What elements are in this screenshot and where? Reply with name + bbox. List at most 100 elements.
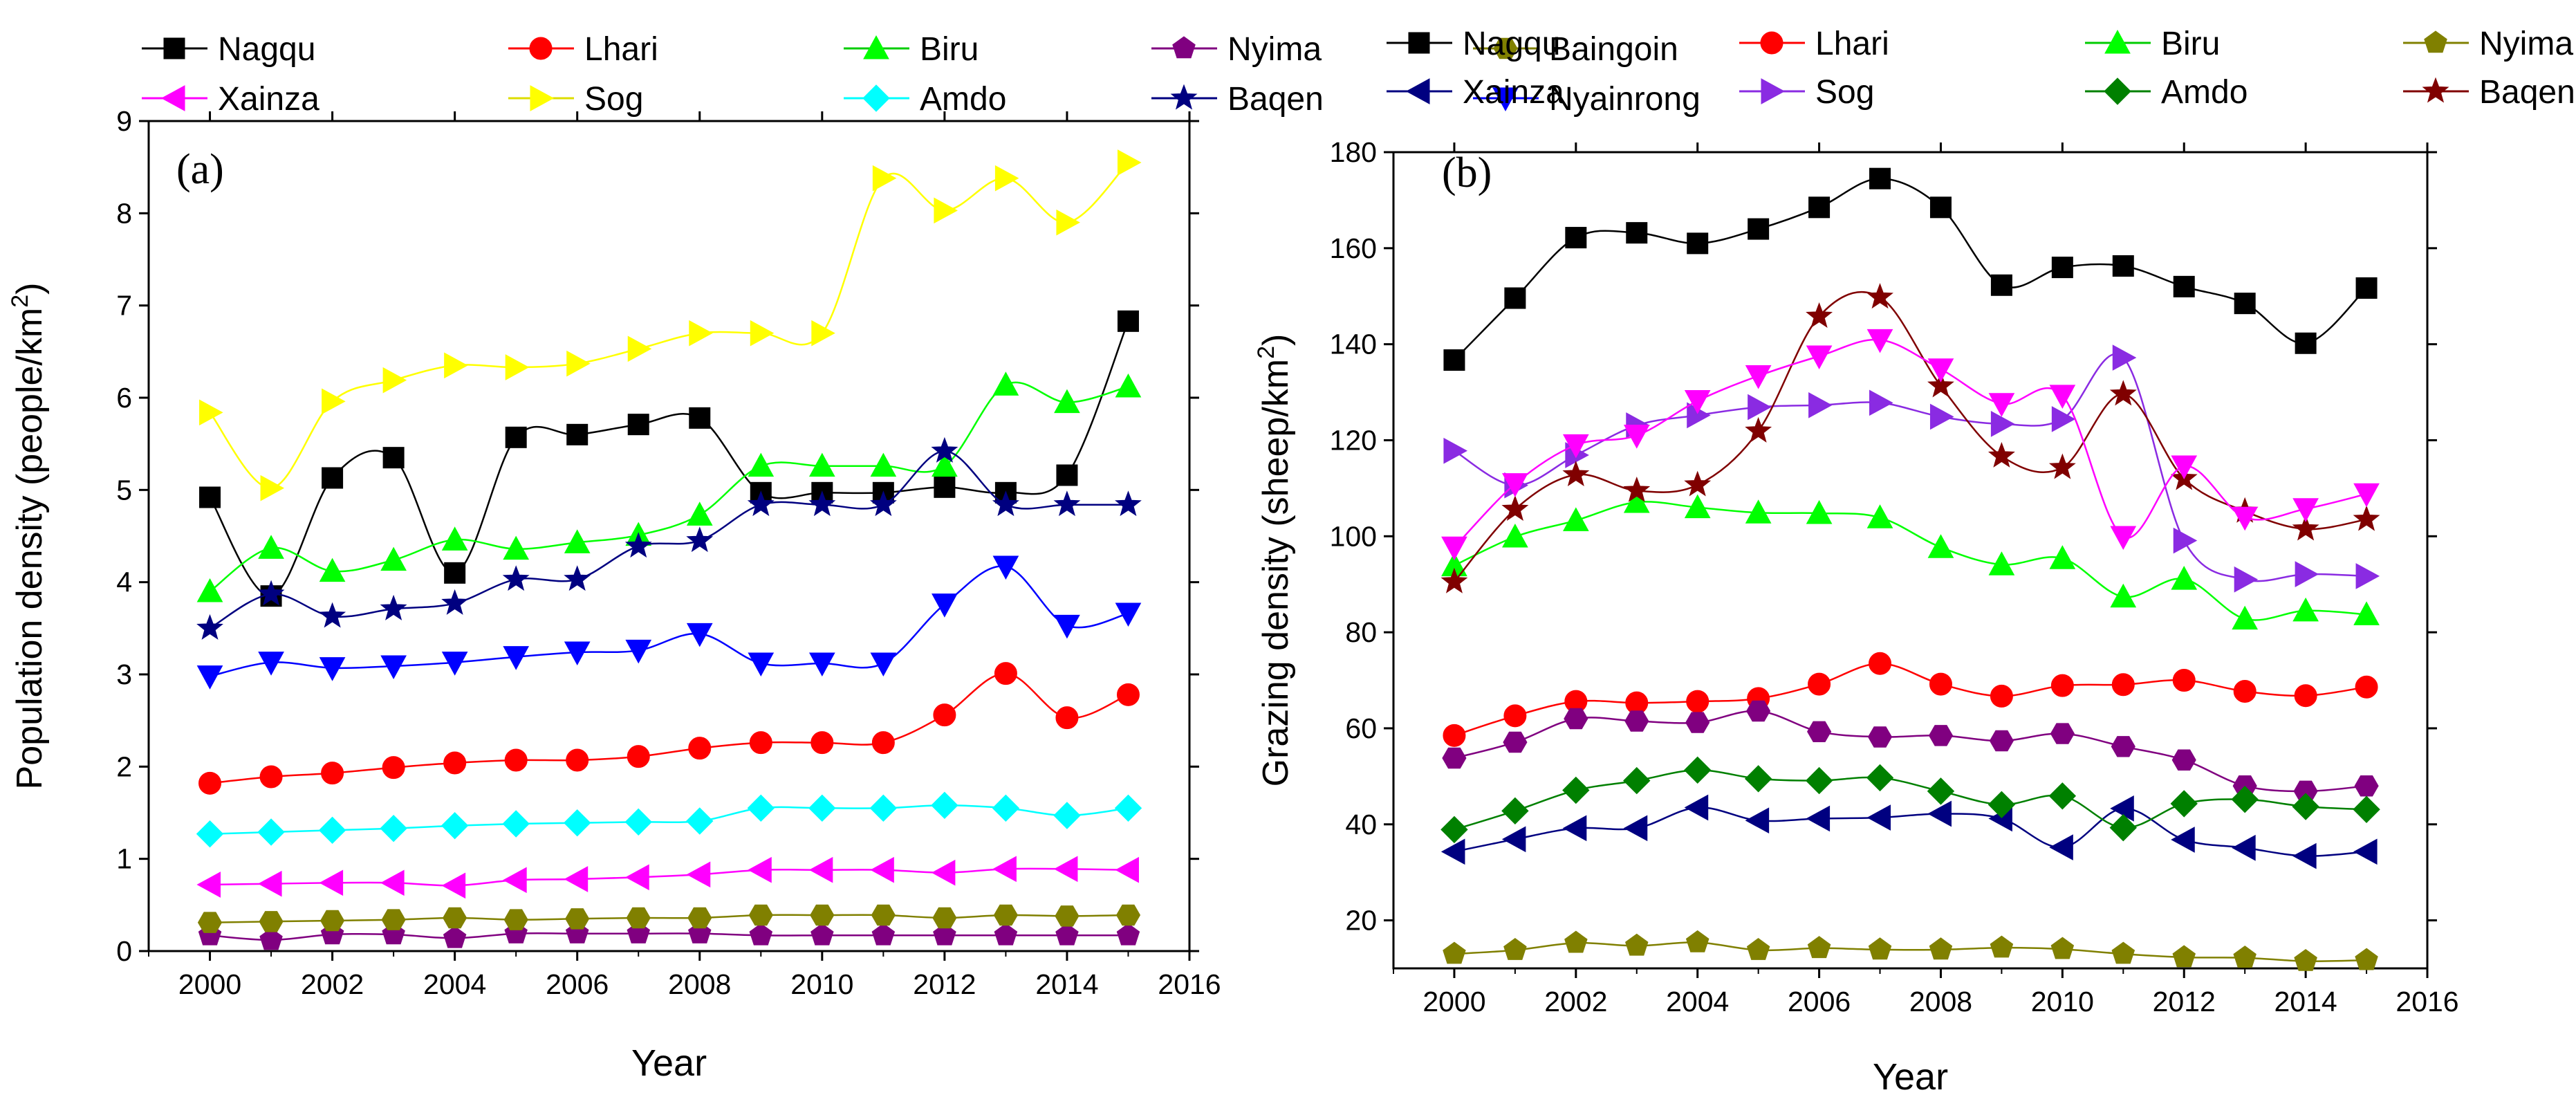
series-line (1454, 353, 2367, 582)
data-point (1443, 437, 1467, 464)
series-line (1454, 710, 2367, 793)
data-point (2233, 679, 2257, 703)
data-point (1748, 394, 1772, 421)
data-point (931, 791, 958, 820)
x-tick-label: 2002 (301, 968, 364, 1000)
series-line (210, 932, 1129, 941)
data-point (1869, 167, 1891, 190)
data-point (1053, 802, 1081, 829)
data-point (686, 501, 713, 526)
y-tick-label: 9 (116, 105, 132, 137)
y-tick-label: 40 (1345, 809, 1377, 840)
data-point (2051, 406, 2076, 432)
data-point (1564, 930, 1588, 953)
data-point (2353, 838, 2378, 865)
data-point (2109, 813, 2138, 842)
data-point (1807, 721, 1832, 742)
data-point (382, 756, 405, 780)
x-tick-label: 2010 (2031, 986, 2094, 1017)
data-point (747, 490, 775, 517)
data-point (1443, 724, 1466, 747)
data-point (872, 165, 897, 192)
data-point (564, 641, 591, 666)
data-point (1684, 470, 1712, 497)
data-point (199, 399, 223, 426)
data-point (1808, 672, 1831, 696)
legend-marker (2104, 29, 2131, 54)
data-point (2051, 257, 2073, 279)
series-baingoin (197, 904, 1141, 933)
series-line (1453, 291, 2367, 583)
x-axis-label: Year (631, 1042, 707, 1084)
data-point (196, 614, 223, 640)
x-tick-label: 2016 (2396, 986, 2458, 1017)
legend-marker (1493, 37, 1518, 59)
series-nyima (1443, 930, 2378, 971)
data-point (993, 904, 1018, 926)
data-point (2353, 505, 2380, 531)
y-tick-label: 6 (116, 382, 132, 414)
data-point (1869, 389, 1893, 416)
x-tick-label: 2012 (2153, 986, 2216, 1017)
data-point (931, 859, 956, 886)
data-point (1745, 499, 1772, 524)
data-point (2110, 526, 2137, 551)
data-point (382, 447, 405, 469)
legend-item: Nyima (1151, 31, 1322, 68)
data-point (932, 452, 958, 477)
data-point (319, 558, 346, 582)
panel-label: (a) (176, 146, 224, 193)
data-point (1055, 923, 1079, 946)
data-point (566, 350, 591, 377)
data-point (2232, 834, 2256, 861)
data-point (382, 367, 407, 394)
data-point (1867, 726, 1893, 748)
legend-item: Xainza (1387, 74, 1564, 111)
data-point (1055, 706, 1079, 730)
data-point (686, 861, 711, 888)
legend-item: Baingoin (1473, 31, 1678, 68)
plot-frame (1392, 151, 2429, 970)
data-point (380, 655, 407, 680)
x-tick-label: 2014 (2274, 986, 2337, 1017)
data-point (196, 820, 224, 848)
data-point (748, 856, 772, 883)
data-point (1687, 232, 1709, 255)
data-point (1502, 473, 1528, 497)
series-line (1454, 807, 2367, 857)
data-point (1503, 704, 1527, 728)
data-point (1988, 551, 2015, 575)
data-point (1440, 567, 1468, 593)
data-point (1440, 815, 1468, 844)
data-point (566, 748, 589, 772)
data-point (686, 807, 714, 835)
data-point (1117, 310, 1139, 332)
data-point (1115, 602, 1142, 627)
series-line (210, 565, 1129, 677)
data-point (810, 904, 835, 926)
data-point (2110, 583, 2137, 608)
data-point (2048, 453, 2076, 479)
legend-label: Nyima (1227, 31, 1322, 68)
data-point (624, 532, 652, 558)
legend-item: Amdo (844, 81, 1006, 118)
data-point (1744, 765, 1772, 793)
data-point (198, 771, 222, 795)
series-line (209, 450, 1129, 629)
y-tick-label: 2 (116, 750, 132, 782)
x-tick-label: 2008 (1909, 986, 1972, 1017)
data-point (2171, 455, 2198, 479)
legend-label: Nyainrong (1549, 81, 1701, 118)
data-point (257, 580, 285, 606)
data-point (1990, 411, 2015, 437)
data-point (565, 908, 590, 930)
legend-item: Nagqu (1387, 26, 1560, 62)
data-point (1746, 700, 1771, 722)
data-point (1117, 149, 1142, 176)
data-point (1440, 838, 1465, 865)
data-point (750, 320, 775, 347)
x-axis-label: Year (1873, 1056, 1948, 1098)
data-point (1684, 390, 1711, 414)
series-line (209, 381, 1129, 593)
data-point (1054, 389, 1080, 414)
